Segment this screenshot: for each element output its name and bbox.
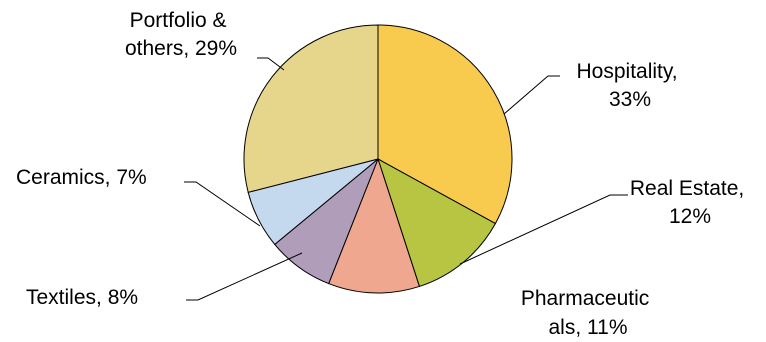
pie-slice-hospitality <box>377 24 513 225</box>
leader-ceramics <box>184 181 261 227</box>
leader-real-estate <box>459 194 628 265</box>
label-textiles: Textiles, 8% <box>26 286 138 309</box>
label-ceramics: Ceramics, 7% <box>16 166 147 189</box>
label-real-estate: Real Estate, 12% <box>630 177 750 228</box>
leader-textiles <box>186 252 303 301</box>
leader-portfolio-others <box>257 57 285 71</box>
label-portfolio-others: Portfolio & others, 29% <box>125 9 237 60</box>
pie-slices <box>243 24 513 294</box>
label-hospitality: Hospitality, 33% <box>577 60 684 111</box>
pie-slice-portfolio-others <box>243 24 379 193</box>
label-leader-lines <box>184 57 628 301</box>
leader-hospitality <box>503 75 560 115</box>
pie-slice-pharmaceuticals <box>328 157 421 294</box>
label-pharmaceuticals: Pharmaceutic als, 11% <box>521 287 655 339</box>
